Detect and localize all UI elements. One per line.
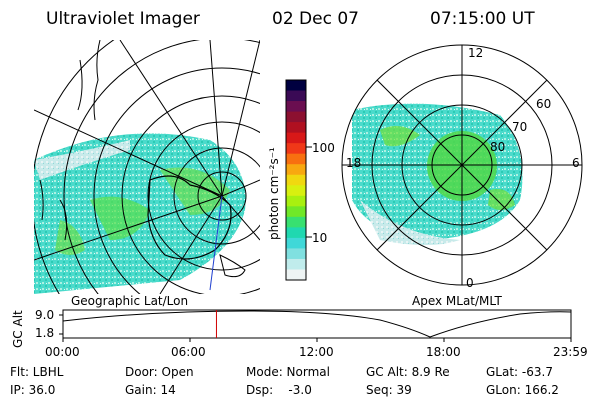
mlat-label-70: 70	[512, 120, 528, 134]
colorbar-segment	[286, 90, 306, 102]
xtick-2359: 23:59	[553, 345, 588, 359]
colorbar-segment	[286, 237, 306, 250]
gain-info: Gain: 14	[125, 383, 176, 397]
ytick-1-8: 1.8	[35, 326, 55, 340]
xtick-1200: 12:00	[299, 345, 334, 359]
colorbar-segment	[286, 216, 306, 228]
mlt-label-12: 12	[468, 46, 484, 60]
glon-info: GLon: 166.2	[486, 383, 559, 397]
colorbar-segment	[286, 80, 306, 92]
colorbar-segment	[286, 153, 306, 165]
mlt-label-6: 6	[572, 156, 580, 170]
mode-info: Mode: Normal	[246, 365, 330, 379]
colorbar-segment	[286, 101, 306, 113]
xtick-1800: 18:00	[426, 345, 461, 359]
app-title: Ultraviolet Imager	[46, 9, 200, 29]
ytick-9: 9.0	[35, 308, 55, 322]
time-label: 07:15:00 UT	[430, 9, 535, 29]
colorbar-segment	[286, 227, 306, 239]
filter-info: Flt: LBHL	[10, 365, 64, 379]
xtick-0600: 06:00	[171, 345, 206, 359]
mlat-label-80: 80	[490, 140, 506, 154]
apex-caption: Apex MLat/MLT	[412, 294, 502, 308]
altitude-ylabel: GC Alt	[11, 310, 25, 348]
colorbar-segment	[286, 132, 306, 144]
glat-info: GLat: -63.7	[486, 365, 553, 379]
colorbar-segment	[286, 164, 306, 176]
date-label: 02 Dec 07	[272, 9, 359, 29]
colorbar-segment	[286, 122, 306, 134]
dsp-info: Dsp: -3.0	[246, 383, 312, 397]
colorbar-segment	[286, 185, 306, 197]
seq-info: Seq: 39	[366, 383, 412, 397]
colorbar-segment	[286, 258, 306, 271]
colorbar-segment	[286, 195, 306, 207]
door-info: Door: Open	[125, 365, 194, 379]
colorbar-segment	[286, 174, 306, 186]
colorbar-segment	[286, 248, 306, 260]
colorbar-tick-100: 100	[312, 141, 335, 155]
xtick-0000: 00:00	[45, 345, 80, 359]
colorbar-segment	[286, 143, 306, 155]
colorbar-segment	[286, 206, 306, 218]
ip-info: IP: 36.0	[10, 383, 56, 397]
geographic-caption: Geographic Lat/Lon	[71, 294, 189, 308]
colorbar-segment	[286, 111, 306, 123]
colorbar-tick-10: 10	[312, 231, 328, 245]
mlt-label-0: 0	[466, 276, 474, 290]
colorbar-segment	[286, 269, 306, 281]
gc-alt-info: GC Alt: 8.9 Re	[366, 365, 450, 379]
mlt-label-18: 18	[346, 156, 362, 170]
mlat-label-60: 60	[536, 97, 552, 111]
